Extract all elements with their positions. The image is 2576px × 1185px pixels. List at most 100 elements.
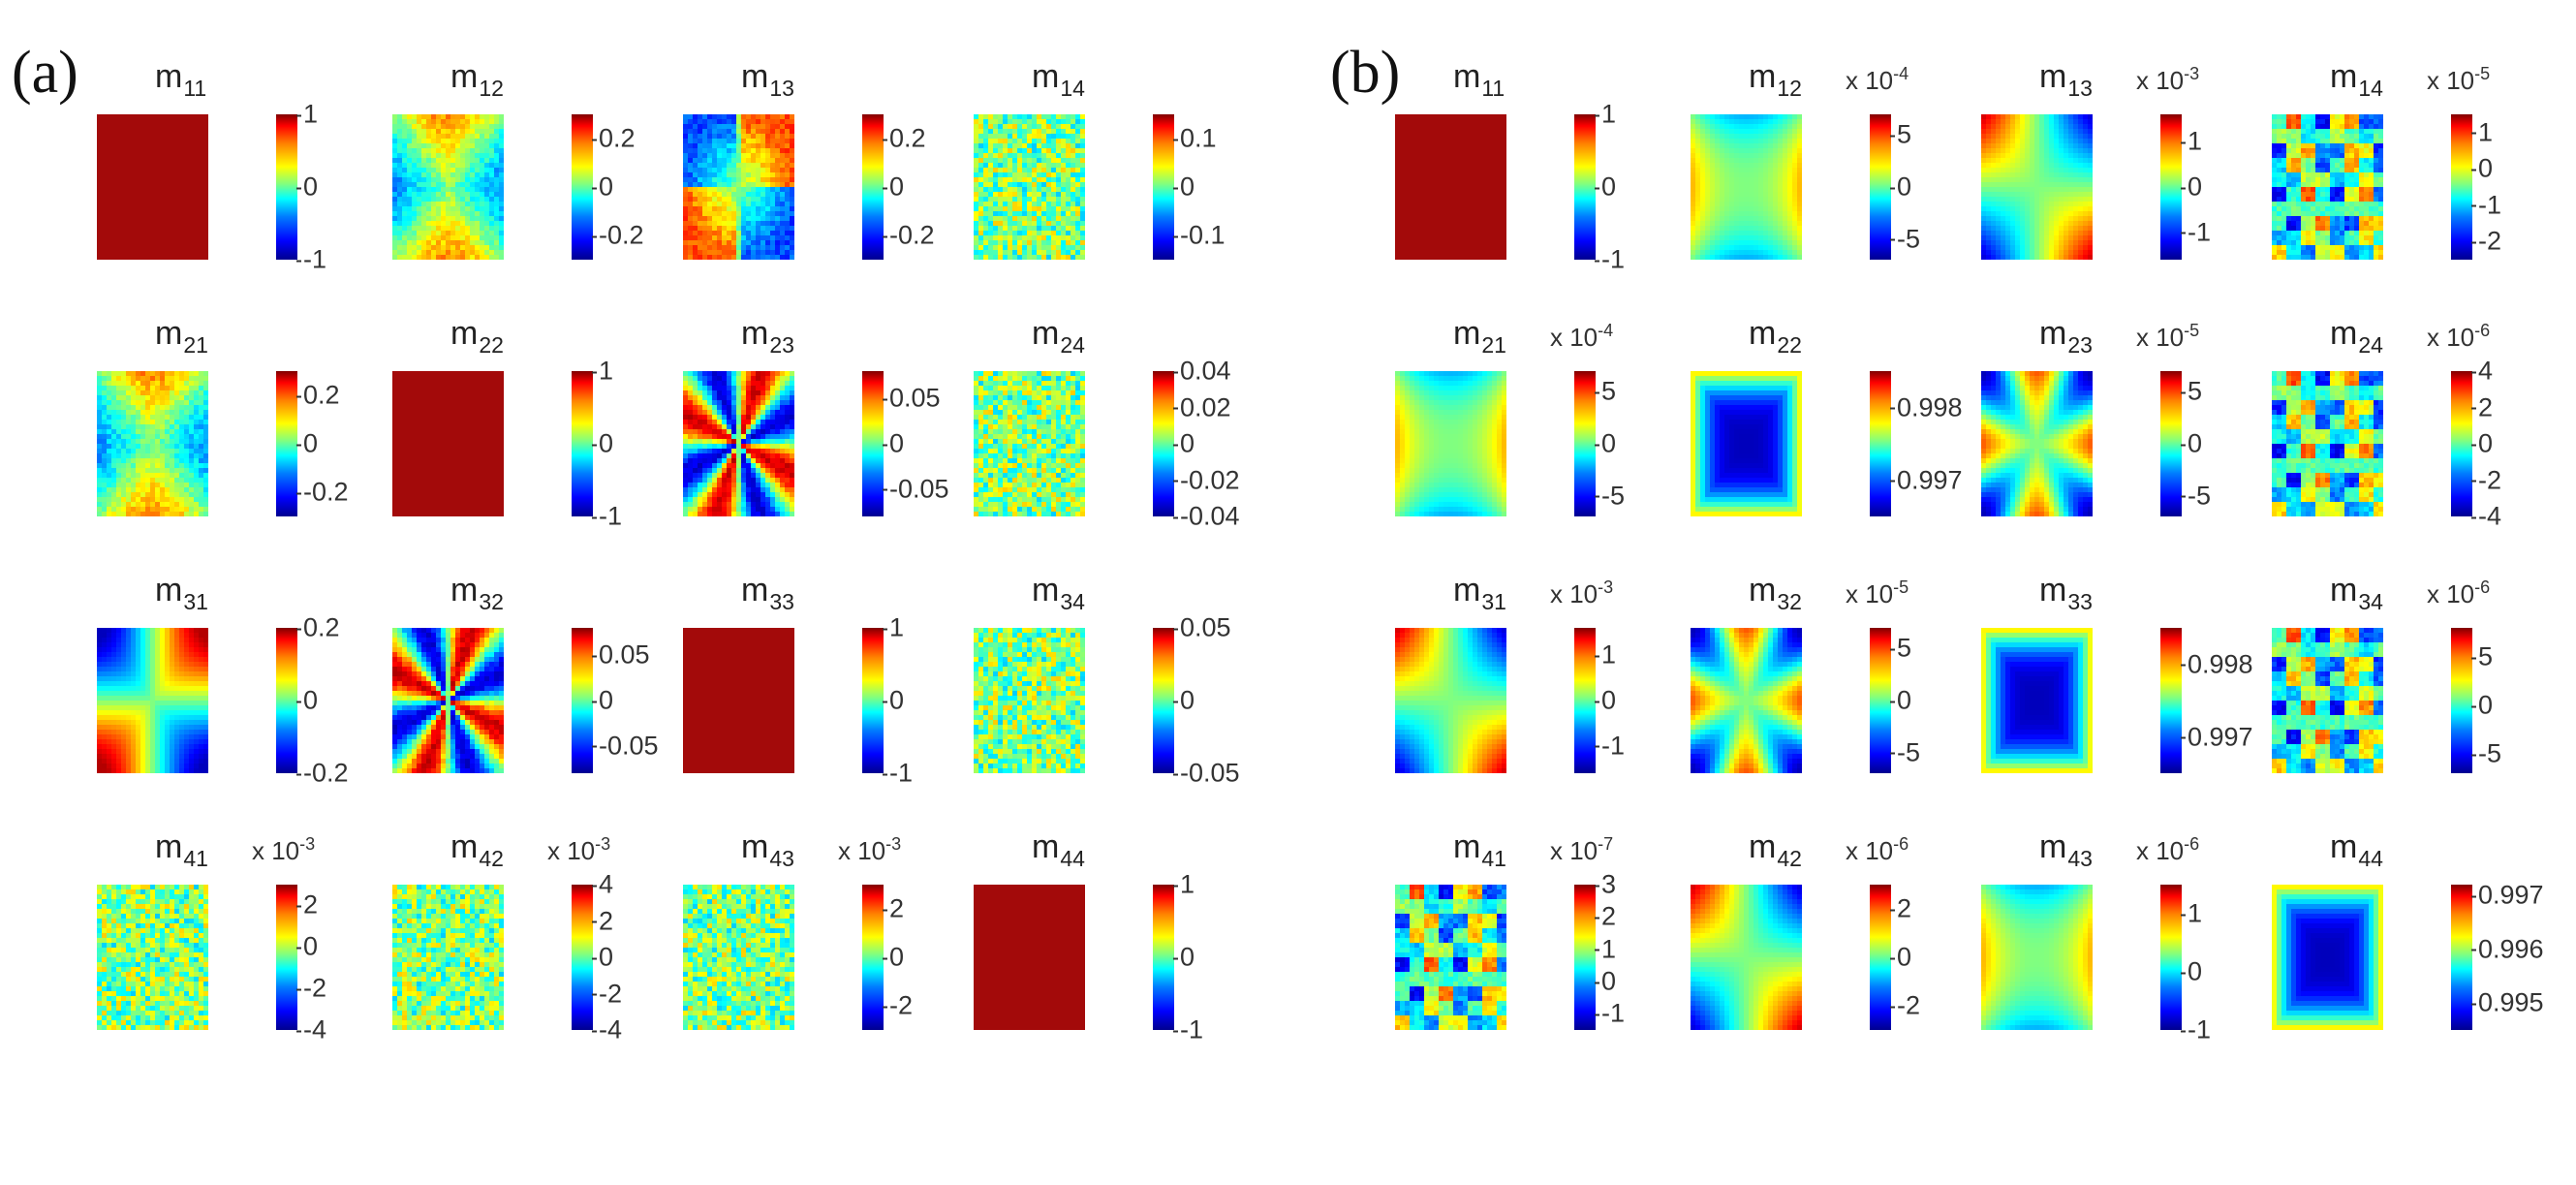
- heatmap-cell: [1032, 148, 1038, 154]
- heatmap-cell: [136, 487, 141, 493]
- heatmap-cell: [751, 153, 757, 159]
- heatmap-cell: [446, 463, 451, 469]
- heatmap-cell: [693, 124, 698, 130]
- heatmap-cell: [407, 473, 413, 479]
- heatmap-cell: [189, 245, 195, 251]
- heatmap-cell: [150, 376, 156, 382]
- heatmap-cell: [179, 177, 185, 183]
- heatmap-cell: [165, 221, 171, 227]
- heatmap-cell: [775, 458, 781, 464]
- heatmap-cell: [102, 192, 108, 198]
- heatmap-cell: [97, 119, 103, 125]
- heatmap-cell: [1027, 172, 1033, 178]
- heatmap-cell: [203, 129, 208, 135]
- heatmap-cell: [1022, 235, 1028, 241]
- heatmap-cell: [775, 376, 781, 382]
- heatmap-cell: [121, 390, 127, 396]
- heatmap-cell: [780, 143, 786, 149]
- heatmap-cell: [111, 429, 117, 435]
- heatmap-cell: [170, 478, 175, 483]
- heatmap-cell: [1066, 187, 1071, 193]
- heatmap-cell: [775, 424, 781, 430]
- heatmap-cell: [1046, 240, 1052, 246]
- heatmap-cell: [140, 507, 146, 513]
- heatmap-cell: [780, 478, 786, 483]
- heatmap-cell: [145, 240, 151, 246]
- heatmap-cell: [131, 512, 137, 516]
- heatmap-cell: [407, 231, 413, 236]
- heatmap-cell: [707, 124, 713, 130]
- heatmap-cell: [431, 158, 437, 164]
- heatmap-cell: [397, 395, 403, 401]
- heatmap-cell: [707, 235, 713, 241]
- heatmap-cell: [702, 507, 708, 513]
- heatmap-cell: [189, 250, 195, 256]
- heatmap-cell: [1017, 163, 1023, 169]
- heatmap-cell: [688, 405, 694, 411]
- heatmap-cell: [121, 478, 127, 483]
- heatmap-cell: [717, 512, 723, 516]
- heatmap-cell: [1056, 211, 1062, 217]
- heatmap-cell: [693, 458, 698, 464]
- heatmap-cell: [1032, 124, 1038, 130]
- heatmap-cell: [441, 221, 447, 227]
- heatmap-cell: [184, 221, 190, 227]
- heatmap-cell: [688, 420, 694, 425]
- heatmap-cell: [1041, 211, 1047, 217]
- heatmap-cell: [494, 187, 500, 193]
- heatmap-cell: [790, 187, 794, 193]
- heatmap-cell: [426, 134, 432, 140]
- heatmap-cell: [1037, 119, 1042, 125]
- heatmap-cell: [436, 245, 442, 251]
- heatmap-cell: [170, 497, 175, 503]
- heatmap-cell: [489, 206, 495, 212]
- heatmap-cell: [102, 245, 108, 251]
- heatmap-cell: [717, 192, 723, 198]
- heatmap-cell: [746, 507, 752, 513]
- heatmap-cell: [746, 483, 752, 488]
- heatmap-cell: [155, 405, 161, 411]
- heatmap-cell: [983, 245, 989, 251]
- heatmap-cell: [785, 139, 791, 144]
- heatmap-cell: [470, 376, 476, 382]
- heatmap-cell: [189, 512, 195, 516]
- heatmap-cell: [102, 376, 108, 382]
- heatmap-cell: [489, 444, 495, 450]
- heatmap-cell: [790, 458, 794, 464]
- heatmap-cell: [499, 153, 504, 159]
- heatmap-cell: [688, 182, 694, 188]
- heatmap-cell: [1041, 235, 1047, 241]
- heatmap-cell: [131, 449, 137, 454]
- heatmap-cell: [465, 473, 471, 479]
- heatmap-cell: [978, 177, 984, 183]
- heatmap-cell: [170, 487, 175, 493]
- heatmap-cell: [475, 235, 481, 241]
- heatmap-cell: [150, 255, 156, 260]
- heatmap-cell: [189, 473, 195, 479]
- heatmap-cell: [150, 507, 156, 513]
- heatmap-cell: [174, 390, 180, 396]
- heatmap-cell: [489, 468, 495, 474]
- heatmap-cell: [199, 444, 204, 450]
- colorbar: [1153, 114, 1174, 260]
- heatmap-cell: [988, 371, 994, 377]
- heatmap-cell: [751, 124, 757, 130]
- heatmap-cell: [712, 192, 718, 198]
- heatmap-cell: [785, 221, 791, 227]
- heatmap-cell: [1027, 114, 1033, 120]
- heatmap-cell: [179, 124, 185, 130]
- heatmap-cell: [765, 187, 771, 193]
- heatmap-cell: [412, 153, 418, 159]
- heatmap-cell: [736, 216, 742, 222]
- heatmap-cell: [712, 512, 718, 516]
- heatmap-cell: [417, 134, 422, 140]
- heatmap-cell: [441, 158, 447, 164]
- heatmap-cell: [746, 163, 752, 169]
- heatmap-cell: [465, 221, 471, 227]
- heatmap-cell: [775, 497, 781, 503]
- heatmap-cell: [436, 255, 442, 260]
- heatmap-cell: [785, 449, 791, 454]
- heatmap-cell: [499, 473, 504, 479]
- heatmap-cell: [450, 424, 456, 430]
- heatmap-cell: [1012, 381, 1018, 387]
